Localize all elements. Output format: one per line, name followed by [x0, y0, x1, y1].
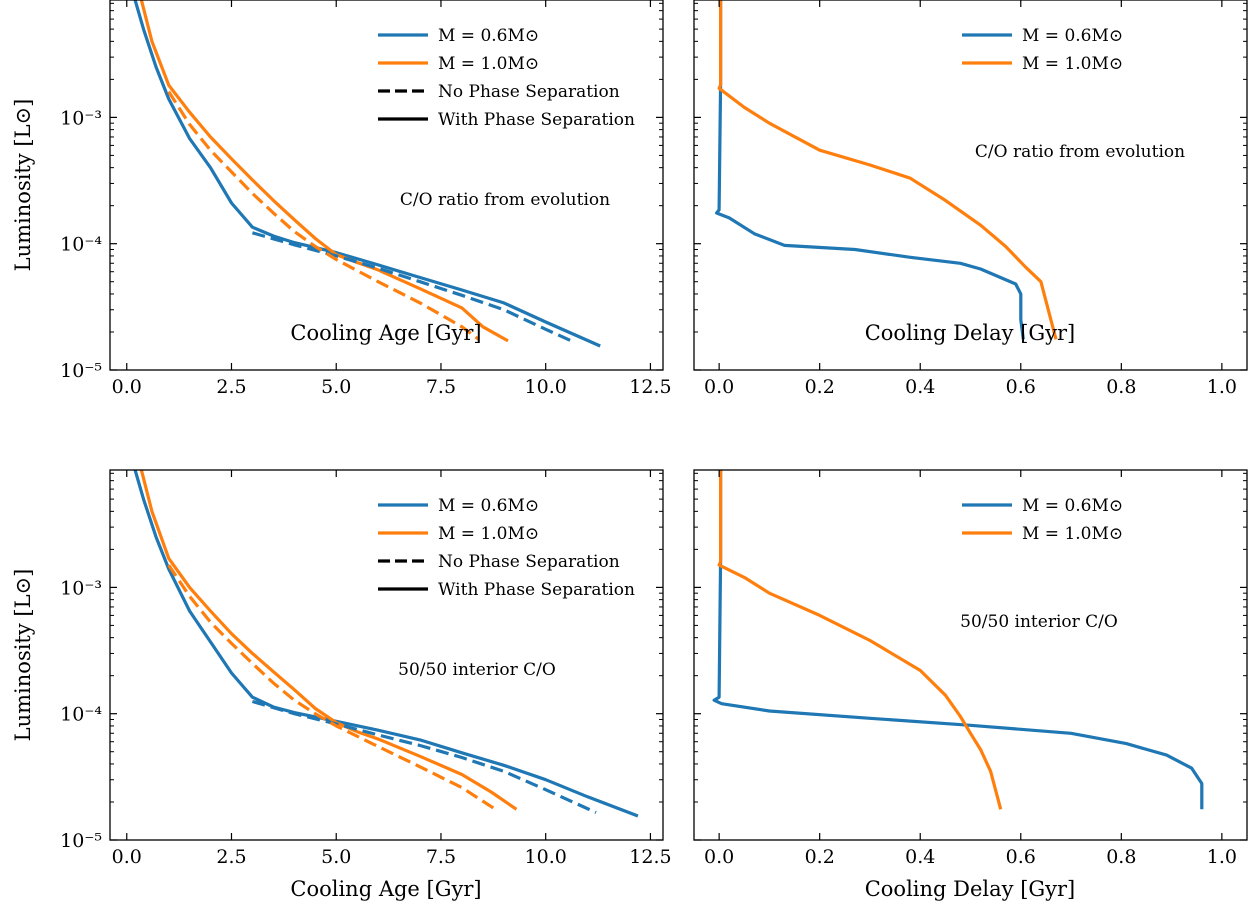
series-group-top-left	[133, 0, 601, 348]
legend-label-top-left-2: No Phase Separation	[438, 82, 620, 102]
series-line-top-left-1-solid	[139, 0, 509, 343]
legend-label-bottom-left-2: No Phase Separation	[438, 552, 620, 572]
xlabel-top-left: Cooling Age [Gyr]	[290, 321, 481, 345]
series-line-bottom-right-0-solid	[712, 470, 1204, 810]
ylabel-bottom-left: Luminosity [L⊙]	[11, 569, 35, 742]
legend-label-top-left-0: M = 0.6M⊙	[438, 26, 539, 46]
xtick-label-top-right: 0.2	[805, 376, 835, 398]
xtick-label-top-right: 0.6	[1006, 376, 1036, 398]
xtick-label-top-right: 1.0	[1207, 376, 1237, 398]
legend-label-top-left-1: M = 1.0M⊙	[438, 54, 539, 74]
xtick-label-top-left: 7.5	[426, 376, 456, 398]
ytick-label-top-left: 10⁻⁴	[60, 234, 102, 256]
annotation-top-left: C/O ratio from evolution	[400, 190, 610, 210]
axes-frame-bottom-left	[109, 469, 664, 841]
ytick-label-bottom-left: 10⁻³	[60, 577, 102, 599]
series-group-top-right	[714, 0, 1058, 340]
series-line-bottom-left-2-dashed	[251, 699, 597, 814]
legend-label-bottom-left-3: With Phase Separation	[438, 580, 635, 600]
xlabel-bottom-right: Cooling Delay [Gyr]	[865, 877, 1076, 901]
series-line-top-left-2-dashed	[251, 231, 576, 344]
legend-label-bottom-left-0: M = 0.6M⊙	[438, 496, 539, 516]
series-line-bottom-left-0-solid	[133, 470, 639, 818]
series-line-top-left-0-solid	[133, 0, 601, 348]
series-line-top-left-3-dashed	[167, 90, 480, 341]
axes-frame-bottom-right	[693, 469, 1248, 841]
xtick-label-top-left: 5.0	[321, 376, 351, 398]
xtick-label-top-right: 0.0	[704, 376, 734, 398]
xtick-label-bottom-left: 7.5	[426, 846, 456, 868]
xtick-label-top-left: 2.5	[216, 376, 246, 398]
xtick-label-bottom-right: 0.2	[805, 846, 835, 868]
series-group-bottom-left	[133, 470, 639, 818]
xlabel-bottom-left: Cooling Age [Gyr]	[290, 877, 481, 901]
xtick-label-bottom-right: 1.0	[1207, 846, 1237, 868]
annotation-bottom-left: 50/50 interior C/O	[398, 660, 556, 680]
xtick-label-bottom-right: 0.6	[1006, 846, 1036, 868]
panel-bottom-right: 0.0 0.2 0.4 0.6 0.8 1.0 M = 0.6M⊙ M = 1.0M⊙	[693, 469, 1248, 868]
xtick-label-bottom-left: 0.0	[112, 846, 142, 868]
series-line-top-right-1-solid	[717, 0, 1058, 340]
axes-frame-top-left	[109, 0, 664, 371]
xtick-label-top-left: 0.0	[112, 376, 142, 398]
panel-top-left: 0.0 2.5 5.0 7.5 10.0 12.5 10⁻⁵ 10⁻⁴ 10⁻³ M = 0.6M…	[60, 0, 672, 398]
xlabel-top-right: Cooling Delay [Gyr]	[865, 321, 1076, 345]
panel-top-right: 0.0 0.2 0.4 0.6 0.8 1.0 M = 0.6M⊙ M = 1.0M⊙	[693, 0, 1248, 398]
annotation-bottom-right: 50/50 interior C/O	[960, 612, 1118, 632]
legend-label-bottom-right-0: M = 0.6M⊙	[1022, 496, 1123, 516]
xtick-label-bottom-right: 0.0	[704, 846, 734, 868]
xtick-label-top-right: 0.8	[1106, 376, 1136, 398]
ytick-label-top-left: 10⁻³	[60, 107, 102, 129]
xtick-label-top-left: 10.0	[525, 376, 567, 398]
series-group-bottom-right	[712, 470, 1204, 810]
xtick-label-top-left: 12.5	[629, 376, 671, 398]
ytick-label-top-left: 10⁻⁵	[60, 360, 102, 382]
xtick-label-bottom-left: 5.0	[321, 846, 351, 868]
series-line-bottom-left-3-dashed	[167, 564, 497, 811]
xtick-label-bottom-left: 2.5	[216, 846, 246, 868]
axes-frame-top-right	[693, 0, 1248, 371]
ytick-label-bottom-left: 10⁻⁴	[60, 704, 102, 726]
ylabel-top-left: Luminosity [L⊙]	[11, 99, 35, 272]
series-line-top-right-0-solid	[714, 0, 1025, 340]
xtick-label-bottom-left: 12.5	[629, 846, 671, 868]
panel-bottom-left: 0.0 2.5 5.0 7.5 10.0 12.5 10⁻⁵ 10⁻⁴ 10⁻³ M = 0.6M…	[60, 469, 672, 868]
legend-label-top-left-3: With Phase Separation	[438, 110, 635, 130]
legend-label-bottom-right-1: M = 1.0M⊙	[1022, 524, 1123, 544]
annotation-top-right: C/O ratio from evolution	[975, 142, 1185, 162]
xtick-label-bottom-left: 10.0	[525, 846, 567, 868]
series-line-bottom-left-1-solid	[139, 470, 518, 811]
xtick-label-bottom-right: 0.8	[1106, 846, 1136, 868]
legend-label-bottom-left-1: M = 1.0M⊙	[438, 524, 539, 544]
legend-label-top-right-0: M = 0.6M⊙	[1022, 26, 1123, 46]
xtick-label-top-right: 0.4	[905, 376, 935, 398]
ytick-label-bottom-left: 10⁻⁵	[60, 830, 102, 852]
series-line-bottom-right-1-solid	[717, 470, 1003, 810]
xtick-label-bottom-right: 0.4	[905, 846, 935, 868]
legend-label-top-right-1: M = 1.0M⊙	[1022, 54, 1123, 74]
